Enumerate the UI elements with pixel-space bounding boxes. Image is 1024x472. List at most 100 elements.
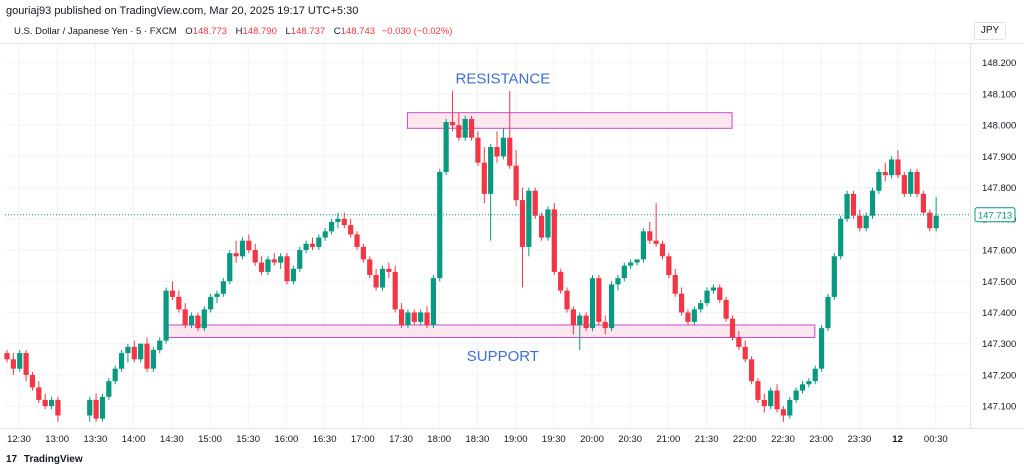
x-tick-label: 15:00 [198,434,222,445]
candle-body [596,278,602,322]
x-tick-label: 18:00 [427,434,451,445]
candle-body [106,381,112,397]
candle-body [621,265,627,279]
candle-body [558,271,564,291]
candle-body [513,165,519,201]
candle-body [774,390,780,410]
high-label: H [235,26,243,37]
x-tick-label: 20:00 [580,434,604,445]
candle-body [271,259,277,263]
candle-body [882,172,888,176]
candle-body [736,337,742,347]
candle-body [787,399,793,416]
candle-body [341,218,347,226]
candle-body [322,231,328,238]
candle-body [729,318,736,338]
candle-body [672,275,678,294]
candle-body [481,162,487,194]
candle-body [99,396,106,419]
candle-body [526,190,532,247]
x-tick-label: 23:00 [809,434,833,445]
candle-body [392,271,398,310]
candle-body [252,250,258,263]
candle-body [195,315,201,329]
candle-body [640,231,646,260]
candle-body [659,243,666,257]
candle-body [532,190,538,216]
candle-body [23,353,29,375]
candle-body [138,343,144,360]
x-tick-label: 21:00 [657,434,681,445]
candle-body [838,218,844,257]
candle-body [920,193,927,213]
candle-body [220,281,226,294]
published-text: gouriaj93 published on TradingView.com, … [6,5,359,17]
candle-body [303,243,309,251]
tradingview-logo-icon: 17 [6,454,18,465]
candle-body [933,215,939,229]
x-tick-label: 19:30 [542,434,566,445]
y-tick-label: 148.200 [982,58,1016,69]
candle-body [888,159,895,176]
candle-body [169,290,176,297]
y-tick-label: 148.000 [982,121,1016,132]
currency-badge[interactable]: JPY [974,22,1006,40]
symbol-name[interactable]: U.S. Dollar / Japanese Yen · 5 · FXCM [14,26,177,37]
x-tick-label: 16:00 [275,434,299,445]
candle-body [157,340,163,350]
x-tick-label: 12 [892,434,903,445]
candle-body [17,353,23,369]
candle-body [704,290,710,304]
candle-body [188,315,195,325]
y-tick-label: 147.400 [982,308,1016,319]
candle-body [500,137,506,157]
candle-body [564,290,570,310]
candle-body [354,234,360,247]
candle-body [908,172,914,194]
candle-body [742,346,748,360]
candle-body [201,309,207,329]
candle-body [825,296,831,329]
candle-body [214,293,220,297]
candle-body [284,256,290,282]
x-tick-label: 12:30 [7,434,31,445]
candle-body [780,409,787,416]
x-tick-label: 13:00 [45,434,69,445]
y-tick-label: 147.800 [982,183,1016,194]
candle-body [488,147,494,194]
candle-body [863,215,869,229]
candle-body [761,399,767,407]
candle-body [628,262,634,266]
candle-body [335,218,341,222]
candle-body [583,315,589,329]
high-value: 148.790 [242,26,277,37]
x-tick-label: 14:00 [122,434,146,445]
candle-body [876,172,882,191]
candle-body [551,209,557,272]
candle-body [691,309,697,322]
candle-body [265,259,271,272]
candle-body [367,259,373,276]
candle-body [176,296,182,310]
candle-body [602,321,608,329]
candle-body [895,159,901,176]
low-label: L [285,26,291,37]
close-label: C [333,26,341,37]
x-tick-label: 14:30 [160,434,184,445]
x-tick-label: 15:30 [236,434,260,445]
candle-body [398,309,405,325]
candle-body [386,268,392,272]
candle-body [475,137,481,163]
candle-body [93,399,99,419]
annotation-support: SUPPORT [467,348,539,365]
candle-body [411,312,417,322]
candle-body [519,200,526,247]
tradingview-brand: TradingView [23,454,83,465]
candle-body [723,300,729,319]
candle-body [239,240,246,257]
candle-body [150,349,156,369]
y-tick-label: 147.200 [982,370,1016,381]
candle-body [424,312,430,325]
y-tick-label: 147.500 [982,277,1016,288]
